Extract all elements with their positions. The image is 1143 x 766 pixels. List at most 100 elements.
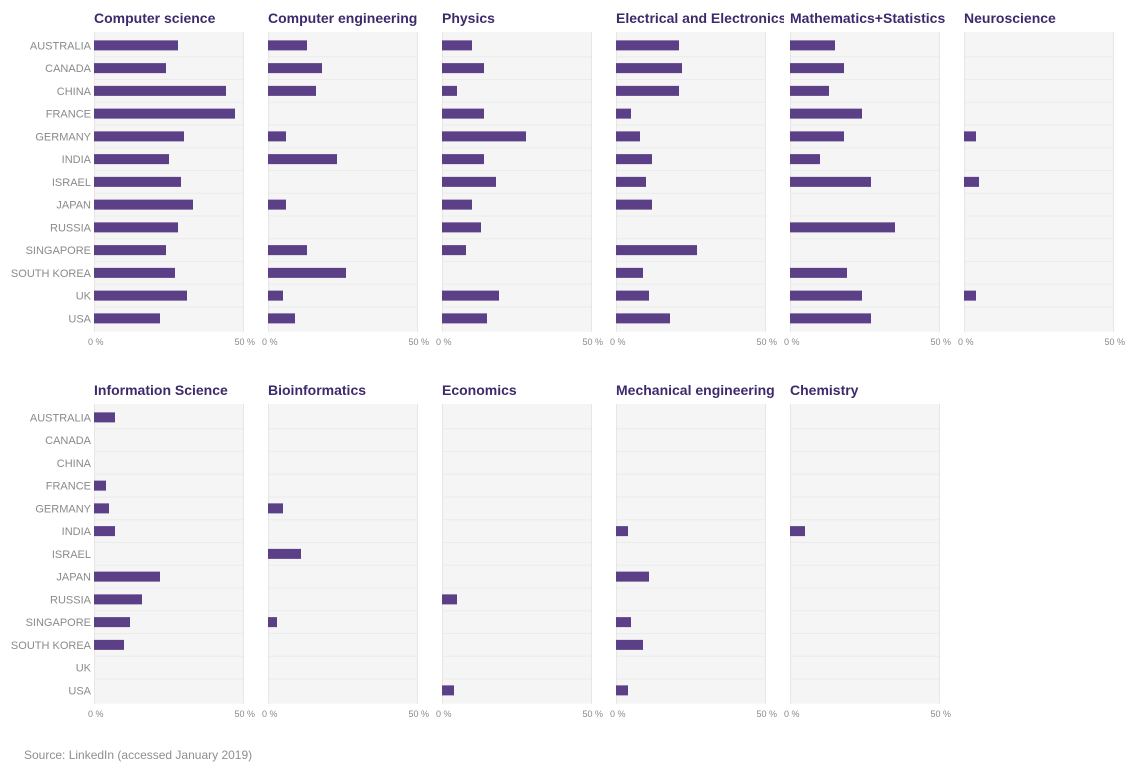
bar	[268, 131, 286, 142]
x-tick-label: 50 %	[756, 337, 777, 347]
bar	[94, 222, 178, 233]
x-tick-label: 0 %	[88, 709, 104, 719]
bar	[94, 571, 160, 582]
bar	[616, 199, 652, 210]
category-label: AUSTRALIA	[30, 40, 92, 52]
bar	[268, 63, 322, 74]
bar	[442, 245, 466, 256]
category-label: RUSSIA	[50, 222, 92, 234]
x-tick-label: 50 %	[1104, 337, 1125, 347]
bar	[268, 85, 316, 96]
chart-panel: Physics 0 % 50 %	[436, 10, 603, 347]
x-tick-label: 0 %	[958, 337, 974, 347]
category-label: RUSSIA	[50, 594, 92, 606]
bar	[268, 267, 346, 278]
x-tick-label: 0 %	[262, 337, 278, 347]
x-tick-label: 0 %	[436, 709, 452, 719]
bar	[94, 40, 178, 51]
chart-panel: Information Science AUSTRALIA CANADA CHINA F…	[11, 382, 255, 719]
x-tick-label: 50 %	[234, 337, 255, 347]
bar	[94, 176, 181, 187]
category-label: UK	[76, 291, 92, 303]
chart-panel: Mechanical engineering 0 % 50 %	[610, 382, 777, 719]
bar	[790, 154, 820, 165]
x-tick-label: 0 %	[436, 337, 452, 347]
bar	[790, 222, 895, 233]
bar	[616, 290, 649, 301]
category-label: USA	[68, 685, 91, 697]
bar	[94, 108, 235, 119]
bar	[964, 290, 976, 301]
bar	[268, 313, 295, 324]
bar	[616, 639, 643, 650]
bar	[616, 313, 670, 324]
panel-title: Mathematics+Statistics	[790, 10, 945, 26]
bar	[94, 267, 175, 278]
bar	[790, 108, 862, 119]
x-tick-label: 0 %	[262, 709, 278, 719]
bar	[616, 40, 679, 51]
bar	[616, 154, 652, 165]
bar	[94, 313, 160, 324]
bar	[268, 548, 301, 559]
bar	[94, 63, 166, 74]
x-tick-label: 50 %	[756, 709, 777, 719]
category-label: JAPAN	[56, 200, 91, 212]
bar	[94, 199, 193, 210]
category-label: INDIA	[62, 526, 92, 538]
bar	[616, 176, 646, 187]
bar	[268, 290, 283, 301]
bar	[442, 594, 457, 605]
x-tick-label: 50 %	[408, 709, 429, 719]
panel-background	[442, 404, 592, 704]
bar	[94, 503, 109, 514]
chart-panel: Computer engineering 0 % 50 %	[262, 10, 429, 347]
bar	[616, 617, 631, 628]
panel-background	[616, 404, 766, 704]
bar	[616, 245, 697, 256]
bar	[616, 63, 682, 74]
panel-background	[268, 32, 418, 332]
category-label: FRANCE	[46, 481, 91, 493]
bar	[442, 131, 526, 142]
bar	[442, 313, 487, 324]
bar	[790, 176, 871, 187]
bar	[442, 108, 484, 119]
panel-background	[964, 32, 1114, 332]
bar	[616, 267, 643, 278]
bar	[94, 526, 115, 537]
chart-panel: Bioinformatics 0 % 50 %	[262, 382, 429, 719]
bar	[442, 290, 499, 301]
panel-background	[790, 404, 940, 704]
bar	[790, 131, 844, 142]
bar	[94, 290, 187, 301]
panel-title: Economics	[442, 382, 517, 398]
bar	[616, 571, 649, 582]
panel-title: Computer science	[94, 10, 216, 26]
bar	[94, 594, 142, 605]
panel-title: Electrical and Electronics	[616, 10, 787, 26]
x-tick-label: 0 %	[784, 337, 800, 347]
category-label: GERMANY	[35, 503, 91, 515]
bar	[790, 63, 844, 74]
panel-title: Chemistry	[790, 382, 859, 398]
bar	[94, 245, 166, 256]
bar	[94, 154, 169, 165]
chart-panel: Electrical and Electronics 0 % 50 %	[610, 10, 787, 347]
bar	[616, 108, 631, 119]
chart-panel: Economics 0 % 50 %	[436, 382, 603, 719]
category-label: CANADA	[45, 435, 92, 447]
category-label: SOUTH KOREA	[11, 268, 92, 280]
bar	[790, 290, 862, 301]
chart-panel: Neuroscience 0 % 50 %	[958, 10, 1125, 347]
category-label: ISRAEL	[52, 177, 91, 189]
x-tick-label: 0 %	[784, 709, 800, 719]
panel-title: Mechanical engineering	[616, 382, 775, 398]
bar	[790, 313, 871, 324]
bar	[94, 131, 184, 142]
chart-panel: Computer science AUSTRALIA CANADA CHINA FRAN…	[11, 10, 255, 347]
bar	[268, 245, 307, 256]
chart-panel: Mathematics+Statistics 0 % 50 %	[784, 10, 951, 347]
x-tick-label: 0 %	[610, 337, 626, 347]
x-tick-label: 50 %	[930, 337, 951, 347]
